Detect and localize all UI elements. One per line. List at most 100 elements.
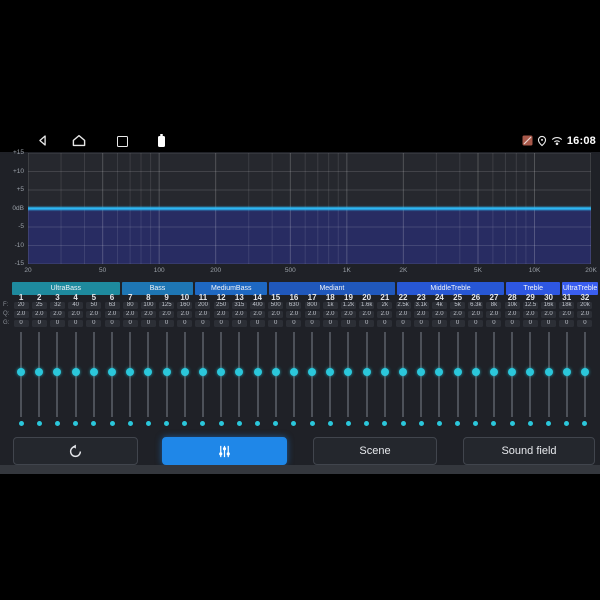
slider-thumb[interactable]: [526, 367, 535, 376]
gain-slider-ch23[interactable]: [412, 330, 430, 430]
slider-bottom-dot[interactable]: [309, 421, 315, 426]
slider-thumb[interactable]: [162, 367, 171, 376]
slider-thumb[interactable]: [435, 367, 444, 376]
slider-bottom-dot[interactable]: [109, 421, 115, 426]
slider-bottom-dot[interactable]: [73, 421, 79, 426]
slider-thumb[interactable]: [344, 367, 353, 376]
slider-bottom-dot[interactable]: [455, 421, 461, 426]
gain-slider-ch16[interactable]: [285, 330, 303, 430]
slider-thumb[interactable]: [417, 367, 426, 376]
slider-thumb[interactable]: [253, 367, 262, 376]
slider-thumb[interactable]: [308, 367, 317, 376]
slider-thumb[interactable]: [471, 367, 480, 376]
slider-thumb[interactable]: [380, 367, 389, 376]
slider-bottom-dot[interactable]: [18, 421, 24, 426]
band-tab-ultrabass[interactable]: UltraBass: [12, 282, 120, 295]
band-tab-ultratreble[interactable]: UltraTreble: [562, 282, 598, 295]
gain-slider-ch15[interactable]: [267, 330, 285, 430]
slider-thumb[interactable]: [17, 367, 26, 376]
slider-thumb[interactable]: [580, 367, 589, 376]
gain-slider-ch2[interactable]: [30, 330, 48, 430]
gain-slider-ch12[interactable]: [212, 330, 230, 430]
slider-thumb[interactable]: [35, 367, 44, 376]
slider-thumb[interactable]: [144, 367, 153, 376]
slider-bottom-dot[interactable]: [400, 421, 406, 426]
slider-thumb[interactable]: [198, 367, 207, 376]
slider-bottom-dot[interactable]: [255, 421, 261, 426]
slider-bottom-dot[interactable]: [236, 421, 242, 426]
band-tab-mediumbass[interactable]: MediumBass: [195, 282, 268, 295]
band-tab-middletreble[interactable]: MiddleTreble: [396, 282, 505, 295]
slider-bottom-dot[interactable]: [54, 421, 60, 426]
gain-slider-ch4[interactable]: [67, 330, 85, 430]
slider-bottom-dot[interactable]: [473, 421, 479, 426]
gain-slider-ch5[interactable]: [85, 330, 103, 430]
gain-slider-ch13[interactable]: [230, 330, 248, 430]
slider-thumb[interactable]: [562, 367, 571, 376]
gain-slider-ch1[interactable]: [12, 330, 30, 430]
slider-bottom-dot[interactable]: [145, 421, 151, 426]
sound-field-button[interactable]: Sound field: [463, 437, 595, 465]
slider-thumb[interactable]: [108, 367, 117, 376]
slider-thumb[interactable]: [508, 367, 517, 376]
slider-thumb[interactable]: [126, 367, 135, 376]
slider-bottom-dot[interactable]: [527, 421, 533, 426]
gain-slider-ch29[interactable]: [521, 330, 539, 430]
gain-slider-ch19[interactable]: [339, 330, 357, 430]
gain-slider-ch25[interactable]: [449, 330, 467, 430]
gain-slider-ch3[interactable]: [48, 330, 66, 430]
slider-bottom-dot[interactable]: [91, 421, 97, 426]
slider-bottom-dot[interactable]: [291, 421, 297, 426]
battery-app-icon[interactable]: [158, 134, 165, 147]
slider-thumb[interactable]: [399, 367, 408, 376]
gain-slider-ch8[interactable]: [139, 330, 157, 430]
gain-slider-ch26[interactable]: [467, 330, 485, 430]
gain-slider-ch22[interactable]: [394, 330, 412, 430]
gain-slider-ch21[interactable]: [376, 330, 394, 430]
slider-thumb[interactable]: [53, 367, 62, 376]
slider-bottom-dot[interactable]: [345, 421, 351, 426]
reset-button[interactable]: [13, 437, 138, 465]
gain-slider-ch28[interactable]: [503, 330, 521, 430]
slider-bottom-dot[interactable]: [564, 421, 570, 426]
gain-slider-ch7[interactable]: [121, 330, 139, 430]
slider-thumb[interactable]: [271, 367, 280, 376]
slider-thumb[interactable]: [235, 367, 244, 376]
gain-slider-ch27[interactable]: [485, 330, 503, 430]
band-tab-treble[interactable]: Treble: [506, 282, 561, 295]
gain-slider-ch20[interactable]: [358, 330, 376, 430]
slider-thumb[interactable]: [89, 367, 98, 376]
equalizer-button[interactable]: [162, 437, 287, 465]
slider-bottom-dot[interactable]: [546, 421, 552, 426]
slider-bottom-dot[interactable]: [200, 421, 206, 426]
gain-slider-ch11[interactable]: [194, 330, 212, 430]
slider-thumb[interactable]: [453, 367, 462, 376]
gain-slider-ch32[interactable]: [576, 330, 594, 430]
slider-thumb[interactable]: [71, 367, 80, 376]
gain-slider-ch24[interactable]: [430, 330, 448, 430]
slider-bottom-dot[interactable]: [182, 421, 188, 426]
slider-bottom-dot[interactable]: [164, 421, 170, 426]
recents-icon[interactable]: [117, 136, 128, 147]
scene-button[interactable]: Scene: [313, 437, 437, 465]
gain-slider-ch31[interactable]: [558, 330, 576, 430]
slider-bottom-dot[interactable]: [491, 421, 497, 426]
slider-thumb[interactable]: [362, 367, 371, 376]
band-tab-mediant[interactable]: Mediant: [269, 282, 395, 295]
slider-bottom-dot[interactable]: [509, 421, 515, 426]
slider-thumb[interactable]: [544, 367, 553, 376]
slider-bottom-dot[interactable]: [218, 421, 224, 426]
slider-bottom-dot[interactable]: [364, 421, 370, 426]
home-icon[interactable]: [72, 134, 86, 147]
gain-slider-ch10[interactable]: [176, 330, 194, 430]
slider-bottom-dot[interactable]: [418, 421, 424, 426]
slider-bottom-dot[interactable]: [382, 421, 388, 426]
slider-thumb[interactable]: [217, 367, 226, 376]
slider-thumb[interactable]: [289, 367, 298, 376]
gain-slider-ch30[interactable]: [539, 330, 557, 430]
gain-slider-ch18[interactable]: [321, 330, 339, 430]
band-tab-bass[interactable]: Bass: [121, 282, 194, 295]
slider-bottom-dot[interactable]: [327, 421, 333, 426]
slider-bottom-dot[interactable]: [436, 421, 442, 426]
gain-slider-ch14[interactable]: [248, 330, 266, 430]
